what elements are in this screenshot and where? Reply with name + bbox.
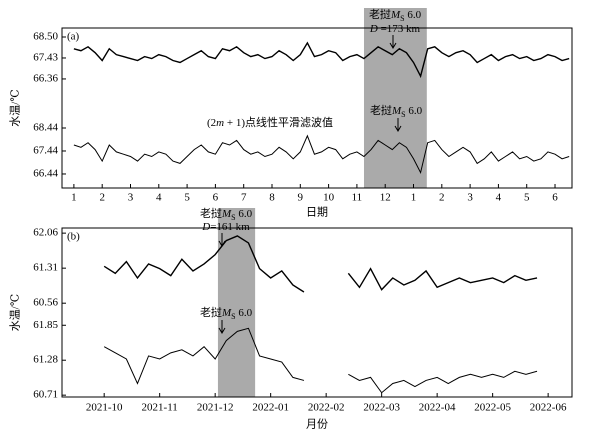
data-line [73,41,570,79]
x-tick-label: 11 [352,192,363,204]
x-tick-label: 3 [467,192,473,204]
x-tick-label: 2021-12 [197,402,234,414]
annotation: 老挝MS 6.0 [370,103,423,120]
ann-text: S [231,213,235,222]
annotation: D =173 km [369,23,421,35]
y-tick-label: 66.36 [33,72,58,84]
x-tick-label: 6 [552,192,558,204]
ann-text: S [401,110,405,119]
annotation: 老挝MS 6.0 [369,7,422,24]
arrow [218,233,226,247]
annotation: 老挝MS 6.0 [200,206,253,223]
axes-frame [61,227,573,398]
ann-text: M [221,208,232,220]
x-tick-label: 4 [156,192,162,204]
ann-text: 老挝 [200,305,222,319]
y-axis-label: 水温/℃ [9,294,22,331]
x-tick-label: 10 [323,192,335,204]
y-tick-label: 61.28 [33,354,58,366]
x-tick-label: 2 [99,192,105,204]
y-tick-label: 68.44 [33,122,58,134]
ann-text: m [216,117,224,129]
x-tick-label: 6 [213,192,219,204]
x-tick-label: 2022-02 [308,402,345,414]
ann-text: S [400,14,404,23]
y-tick-label: 67.44 [33,145,58,157]
data-line [103,327,538,394]
x-tick-label: 3 [128,192,134,204]
x-tick-label: 12 [380,192,391,204]
ann-text: 6.0 [236,307,253,319]
ann-text: M [390,9,401,21]
arrow [389,35,397,49]
ann-text: D [369,23,378,35]
ann-text: 6.0 [236,208,253,220]
data-line [73,134,570,175]
arrow [218,320,226,334]
arrow [394,118,402,132]
x-tick-label: 2022-05 [474,402,511,414]
annotation: 老挝MS 6.0 [200,305,253,322]
x-tick-label: 7 [241,192,247,204]
ann-text: D [201,221,210,233]
x-tick-label: 5 [524,192,530,204]
ann-text: 老挝 [369,7,391,21]
plot: (a)1 2 3 4 5 6 7 8 9 10 11 12 1 2 3 4 5 6日期水温/℃68.5067.43… [9,27,573,431]
y-tick-label: 60.56 [33,297,58,309]
bands [217,8,427,397]
x-tick-label: 2022-01 [252,402,289,414]
ann-text: 6.0 [406,105,423,117]
y-tick-label: 68.50 [33,31,58,43]
y-tick-label: 62.06 [33,227,58,239]
x-tick-label: 2 [439,192,445,204]
ann-text: M [391,105,402,117]
x-tick-label: 2022-06 [530,402,567,414]
axes-frame [61,27,573,189]
shaded-band [363,8,427,188]
y-tick-label: 67.43 [33,52,58,64]
x-tick-label: 8 [269,192,275,204]
annotation: D=161 km [201,221,250,233]
ann-text: (2 [207,117,216,129]
ann-text: M [221,307,232,319]
x-tick-label: 1 [71,192,77,204]
x-axis-label: 月份 [306,418,328,431]
ann-text: 6.0 [405,9,422,21]
x-tick-label: 1 [411,192,417,204]
ann-text: =161 km [210,221,250,233]
x-tick-label: 4 [496,192,502,204]
ann-text: =173 km [378,23,421,35]
x-tick-label: 2022-03 [363,402,400,414]
y-tick-label: 66.44 [33,168,58,180]
x-tick-label: 2021-10 [86,402,123,414]
x-tick-label: 2022-04 [419,402,456,414]
x-axis-label: 日期 [306,206,328,219]
annotation: (2m + 1)点线性平滑滤波值 [207,115,333,129]
ann-text: 老挝 [200,206,222,220]
y-tick-label: 61.85 [33,319,58,331]
data-line [103,235,538,293]
panel-label: (a) [67,31,80,43]
panel-label: (b) [67,231,80,243]
y-axis-label: 水温/℃ [9,89,22,126]
ann-text: S [231,312,235,321]
annotations: 老挝MS 6.0 D =173 km 老挝MS 6.0 (2m + 1)点线性平… [200,7,423,334]
x-tick-label: 2021-11 [142,402,178,414]
y-tick-label: 61.31 [33,262,58,274]
x-tick-label: 9 [298,192,304,204]
ann-text: 老挝 [370,103,392,117]
shaded-band [217,208,256,397]
x-tick-label: 5 [184,192,190,204]
y-tick-label: 60.71 [33,389,58,401]
ann-text: + 1)点线性平滑滤波值 [224,115,333,129]
